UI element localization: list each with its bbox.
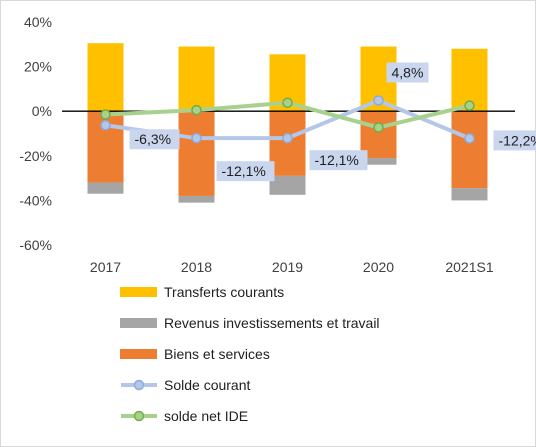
legend-swatch: [120, 349, 157, 359]
series-point: [282, 132, 293, 144]
legend-marker: [133, 410, 145, 422]
bar-segment: [87, 182, 124, 194]
legend-label: Biens et services: [164, 346, 270, 362]
data-label: -12,2%: [499, 132, 536, 148]
series-point: [100, 109, 111, 120]
legend-item: Revenus investissements et travail: [120, 315, 380, 331]
series-point: [464, 133, 475, 144]
series-point: [191, 104, 202, 116]
bar-segment: [451, 111, 488, 189]
y-tick-label: 0%: [32, 103, 52, 119]
legend-marker: [133, 379, 145, 391]
legend-item: Transferts courants: [120, 284, 284, 300]
bar-segment: [360, 158, 397, 165]
y-axis-ticks: 40% 20% 0% -20% -40% -60%: [19, 14, 52, 253]
legend-label: solde net IDE: [164, 408, 248, 424]
bar-segment: [178, 111, 215, 196]
data-label-box: [309, 150, 368, 171]
data-label: -12,1%: [222, 163, 266, 179]
bar-segment: [451, 188, 488, 201]
series-point: [373, 95, 384, 106]
bar-segment: [178, 46, 215, 112]
y-tick-label: 40%: [24, 14, 52, 30]
x-axis-ticks: 2017 2018 2019 2020 2021S1: [90, 259, 494, 275]
data-label-box: [386, 62, 429, 83]
y-tick-label: -60%: [19, 237, 52, 253]
bar-segment: [269, 111, 306, 176]
legend-item: Solde courant: [121, 377, 251, 393]
legend-item: solde net IDE: [121, 408, 248, 424]
x-tick-label: 2019: [272, 259, 303, 275]
series-point: [100, 119, 111, 131]
series-point: [191, 132, 202, 144]
x-tick-label: 2020: [363, 259, 394, 275]
legend-item: Biens et services: [120, 346, 270, 362]
bar-segment: [87, 43, 124, 112]
data-label-box: [216, 161, 275, 182]
data-label-box: [129, 129, 180, 150]
data-label: -6,3%: [135, 131, 172, 147]
y-tick-label: 20%: [24, 59, 52, 75]
legend-label: Transferts courants: [164, 284, 284, 300]
bar-segment: [178, 195, 215, 203]
y-tick-label: -40%: [19, 192, 52, 208]
data-label-box: [493, 130, 536, 151]
series-point: [464, 100, 475, 111]
legend-swatch: [120, 318, 157, 328]
legend: Transferts courants Revenus investissemen…: [120, 284, 380, 424]
data-label: 4,8%: [392, 64, 424, 80]
x-tick-label: 2017: [90, 259, 121, 275]
bars: [87, 43, 488, 203]
legend-label: Solde courant: [164, 377, 251, 393]
x-tick-label: 2018: [181, 259, 212, 275]
data-labels: -6,3% -12,1% -12,1% 4,8% -12,2%: [129, 62, 536, 182]
x-tick-label: 2021S1: [445, 259, 493, 275]
series-point: [373, 122, 384, 133]
data-label: -12,1%: [315, 152, 359, 168]
y-tick-label: -20%: [19, 148, 52, 164]
legend-label: Revenus investissements et travail: [164, 315, 380, 331]
bar-segment: [269, 175, 306, 195]
legend-swatch: [120, 287, 157, 297]
series-point: [282, 97, 293, 108]
